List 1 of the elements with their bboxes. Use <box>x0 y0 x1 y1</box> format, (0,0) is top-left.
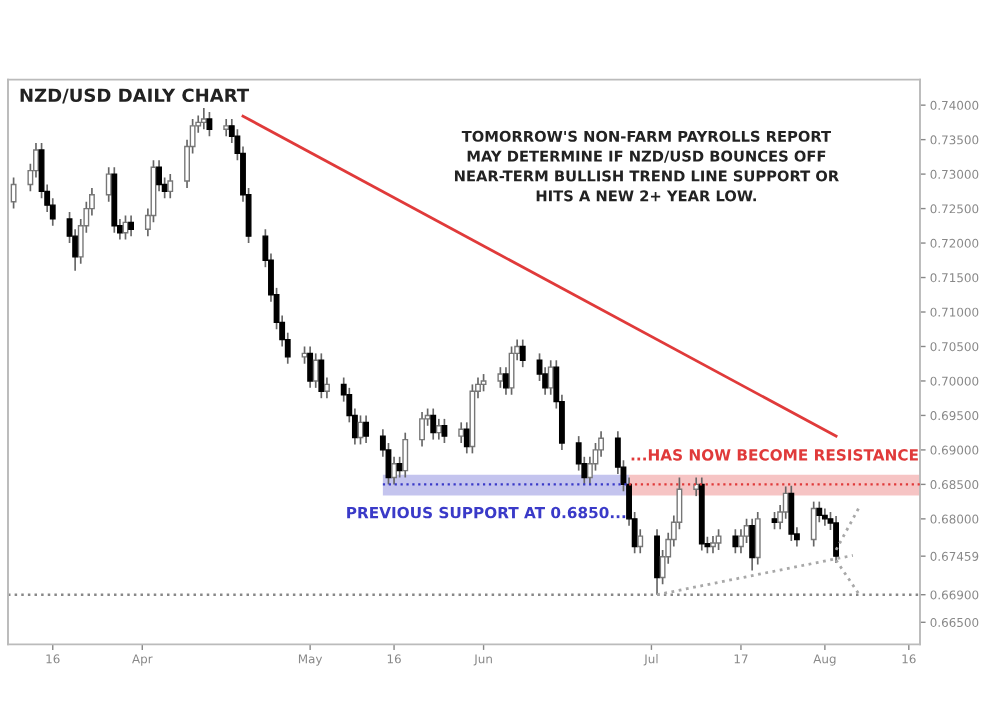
chart-title: NZD/USD DAILY CHART <box>20 88 250 104</box>
